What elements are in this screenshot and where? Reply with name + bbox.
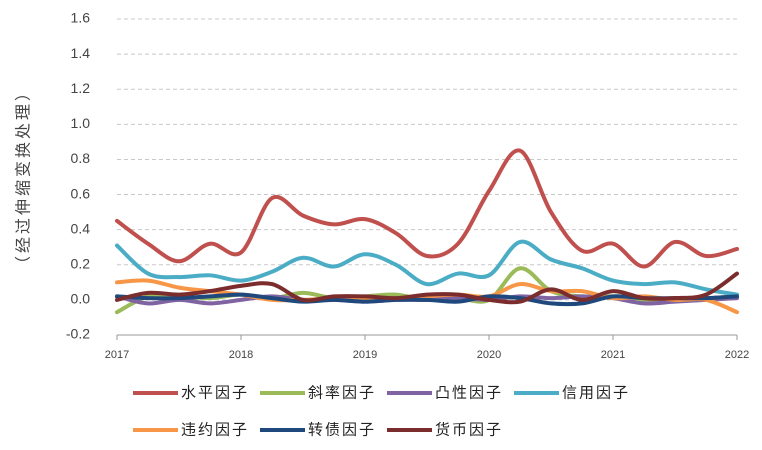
x-tick-label: 2018	[229, 349, 253, 361]
series-line	[115, 148, 739, 269]
series-line	[115, 239, 739, 297]
y-tick-label: 1.0	[71, 115, 91, 131]
y-tick-label: 0.8	[71, 150, 91, 166]
legend-label: 货币因子	[435, 421, 503, 439]
y-tick-label: 1.2	[71, 80, 91, 96]
x-tick-label: 2021	[601, 349, 625, 361]
y-tick-label: 1.4	[71, 45, 91, 61]
legend-label: 斜率因子	[308, 384, 376, 402]
x-tick-label: 2022	[725, 349, 749, 361]
legend-label: 凸性因子	[435, 384, 503, 402]
y-tick-label: 0.0	[71, 291, 91, 307]
legend-label: 水平因子	[181, 384, 249, 402]
legend-label: 信用因子	[562, 384, 630, 402]
series-line	[115, 271, 739, 305]
y-axis-label: （经过伸缩变换处理）	[14, 82, 33, 272]
x-tick-label: 2020	[477, 349, 501, 361]
legend-label: 违约因子	[181, 421, 249, 439]
y-tick-label: 0.4	[71, 220, 91, 236]
y-tick-label: 1.6	[71, 10, 91, 26]
y-tick-label: 0.2	[71, 255, 91, 271]
x-tick-label: 2017	[105, 349, 129, 361]
legend-label: 转债因子	[308, 421, 376, 439]
x-tick-label: 2019	[353, 349, 377, 361]
y-tick-label: -0.2	[66, 326, 90, 342]
y-tick-label: 0.6	[71, 185, 91, 201]
